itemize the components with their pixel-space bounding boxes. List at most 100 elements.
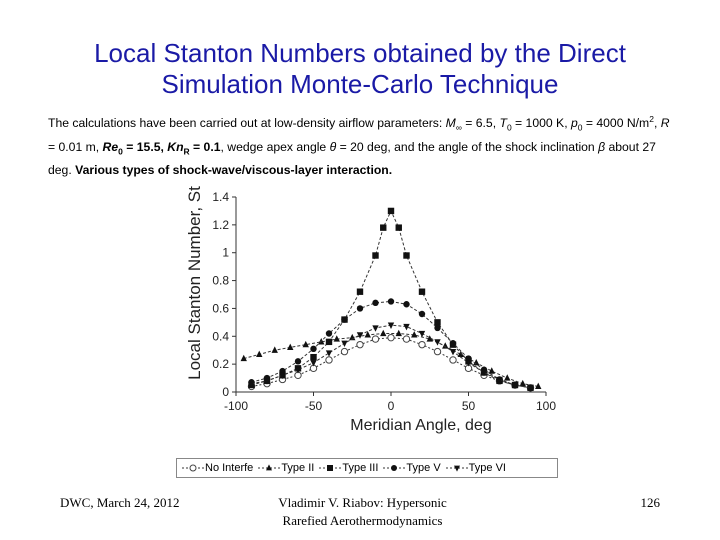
stanton-chart: 0 0.2 0.4 0.6 0.8 1 1.2 1.4 -100 -50 0 50 100 Local … [170, 180, 570, 480]
desc-text: , wedge apex angle [220, 139, 330, 154]
data-point [333, 335, 340, 342]
data-point [426, 335, 433, 342]
legend-swatch [383, 465, 406, 471]
data-point [519, 379, 526, 387]
data-point [387, 207, 395, 215]
data-point [402, 335, 411, 343]
data-point [511, 382, 519, 389]
data-point [310, 345, 317, 353]
x-tick-label: 0 [388, 399, 395, 413]
y-tick-label: 0.2 [212, 357, 229, 371]
y-tick-label: 0 [222, 385, 229, 399]
desc-text: about 27 deg. [48, 139, 656, 177]
y-tick-label: 0.8 [212, 274, 229, 288]
data-point [403, 252, 410, 259]
data-point [418, 330, 426, 338]
data-point [434, 324, 441, 332]
legend-label: Type II [281, 462, 315, 474]
y-tick-label: 1.4 [212, 190, 229, 204]
legend-swatch [182, 464, 204, 472]
legend-swatch [319, 465, 342, 471]
data-point [371, 335, 380, 343]
desc-temp-sub: 0 [506, 122, 512, 133]
slide-title: Local Stanton Numbers obtained by the Di… [20, 38, 700, 100]
data-point [310, 353, 317, 361]
data-point [302, 340, 309, 348]
data-point [434, 339, 441, 346]
legend-item: Type II [257, 462, 314, 474]
data-point [271, 346, 278, 353]
legend-swatch [445, 465, 468, 472]
desc-square-sup: 2 [649, 114, 654, 124]
footer-date: DWC, March 24, 2012 [60, 495, 180, 510]
data-point [395, 329, 402, 337]
x-tick-label: -50 [305, 399, 323, 413]
data-point [480, 369, 488, 377]
data-point [372, 325, 379, 332]
data-point [457, 350, 464, 357]
slide-title-line1: Local Stanton Numbers obtained by the Di… [94, 38, 626, 68]
desc-text: , [653, 116, 661, 131]
data-point [364, 331, 371, 338]
data-point [527, 385, 534, 392]
legend-marker [189, 464, 197, 472]
chart-legend: No Interfe Type II Type III Type V Type VI [176, 458, 558, 478]
y-tick-label: 0.6 [212, 301, 229, 315]
desc-reynolds-symbol: Re [102, 139, 119, 154]
data-point [465, 360, 472, 367]
data-point [449, 356, 457, 364]
data-point [535, 382, 542, 390]
data-point [263, 378, 271, 385]
x-axis-label: Meridian Angle, deg [350, 417, 491, 434]
desc-mach-symbol: M [445, 116, 456, 131]
data-point [395, 224, 402, 231]
chart-series-layer [240, 207, 542, 392]
x-tick-label: 100 [536, 399, 556, 413]
desc-reynolds-sub: 0 [118, 145, 123, 156]
data-point [504, 374, 511, 381]
series-line [251, 337, 531, 389]
legend-item: Type III [318, 462, 378, 474]
data-point [380, 329, 387, 337]
legend-marker [391, 465, 398, 471]
data-point [434, 319, 441, 326]
legend-marker [266, 464, 273, 471]
legend-swatch [258, 464, 281, 471]
data-point [294, 358, 302, 365]
data-point [287, 343, 294, 351]
data-point [433, 347, 442, 356]
data-point [442, 342, 449, 349]
data-point [294, 367, 302, 374]
footer-author-line1: Vladimir V. Riabov: Hypersonic [278, 495, 447, 510]
data-point [418, 288, 426, 295]
series-line [243, 333, 539, 387]
desc-text: = 15.5, [122, 139, 168, 154]
legend-label: No Interfe [205, 462, 254, 474]
legend-item: No Interfe [181, 462, 253, 474]
legend-marker [327, 465, 334, 471]
x-tick-label: -100 [224, 399, 248, 413]
data-point [403, 301, 410, 308]
data-point [279, 372, 286, 380]
desc-theta-symbol: θ [329, 139, 337, 154]
data-point [356, 340, 364, 349]
data-point [387, 298, 395, 305]
data-point [387, 322, 395, 329]
desc-pressure-symbol: p [570, 116, 578, 131]
legend-label: Type V [406, 462, 441, 474]
desc-text: The calculations have been carried out a… [48, 116, 446, 131]
desc-pressure-sub: 0 [577, 122, 583, 133]
slide-title-line2: Simulation Monte-Carlo Technique [161, 69, 559, 99]
desc-text: = 4000 N/m [582, 116, 650, 131]
series-type-vi [248, 322, 534, 392]
data-point [341, 316, 348, 323]
desc-bold-conclusion: Various types of shock-wave/viscous-laye… [75, 162, 393, 177]
legend-item: Type V [382, 462, 441, 474]
desc-text: = 20 deg, and the angle of the shock inc… [336, 139, 599, 154]
data-point [256, 350, 263, 357]
data-point [449, 340, 457, 347]
data-point [325, 338, 333, 346]
legend-label: Type III [342, 462, 379, 474]
y-tick-label: 0.4 [212, 329, 229, 343]
data-point [449, 349, 457, 356]
